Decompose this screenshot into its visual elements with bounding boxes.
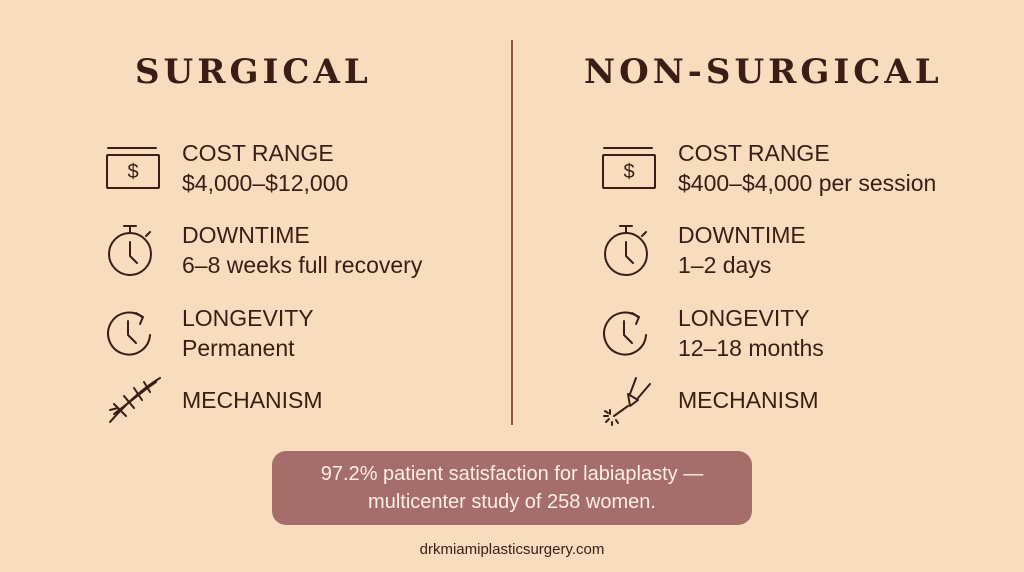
cost-label: COST RANGE — [182, 140, 334, 166]
downtime-label: DOWNTIME — [678, 222, 806, 248]
longevity-label: LONGEVITY — [182, 305, 314, 331]
downtime-label: DOWNTIME — [182, 222, 310, 248]
svg-text:$: $ — [623, 161, 634, 183]
clock-refresh-icon — [600, 305, 660, 361]
longevity-value: Permanent — [182, 335, 295, 361]
non-surgical-title: NON-SURGICAL — [584, 52, 943, 92]
mechanism-label: MECHANISM — [678, 387, 819, 413]
cost-value: $4,000–$12,000 — [182, 170, 349, 196]
cost-label: COST RANGE — [678, 140, 830, 166]
downtime-value: 6–8 weeks full recovery — [182, 252, 423, 278]
stopwatch-icon — [104, 222, 164, 278]
downtime-value: 1–2 days — [678, 252, 772, 278]
non-surgical-downtime-row: DOWNTIME 1–2 days — [600, 220, 806, 280]
non-surgical-mechanism-row: MECHANISM — [600, 372, 819, 428]
website-footer: drkmiamiplasticsurgery.com — [419, 541, 605, 558]
longevity-label: LONGEVITY — [678, 305, 810, 331]
money-icon: $ — [104, 140, 164, 196]
non-surgical-cost-row: $ COST RANGE $400–$4,000 per session — [600, 138, 936, 198]
cost-value: $400–$4,000 per session — [678, 170, 937, 196]
surgical-longevity-row: LONGEVITY Permanent — [104, 303, 314, 363]
laser-icon — [600, 372, 660, 428]
surgical-cost-row: $ COST RANGE $4,000–$12,000 — [104, 138, 348, 198]
banner-line-2: multicenter study of 258 women. — [368, 491, 656, 513]
mechanism-label: MECHANISM — [182, 387, 323, 413]
surgical-title: SURGICAL — [135, 52, 372, 92]
banner-line-1: 97.2% patient satisfaction for labiaplas… — [320, 463, 704, 485]
satisfaction-banner: 97.2% patient satisfaction for labiaplas… — [272, 451, 752, 525]
sutures-icon — [104, 372, 164, 428]
longevity-value: 12–18 months — [678, 335, 824, 361]
svg-text:$: $ — [127, 161, 138, 183]
column-divider — [511, 40, 513, 425]
money-icon: $ — [600, 140, 660, 196]
clock-refresh-icon — [104, 305, 164, 361]
non-surgical-longevity-row: LONGEVITY 12–18 months — [600, 303, 824, 363]
surgical-mechanism-row: MECHANISM — [104, 372, 323, 428]
stopwatch-icon — [600, 222, 660, 278]
surgical-downtime-row: DOWNTIME 6–8 weeks full recovery — [104, 220, 422, 280]
